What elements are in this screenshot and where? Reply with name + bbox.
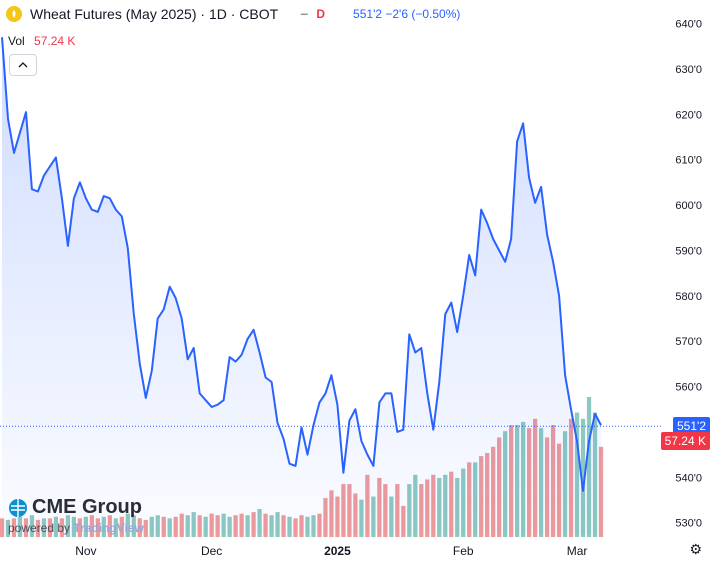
delay-badge: D [316, 7, 326, 21]
volume-tag: 57.24 K [660, 432, 710, 450]
y-tick-label: 540'0 [675, 472, 702, 484]
logo-name: CME Group [32, 496, 142, 518]
last-price-tag: 551'2 [673, 417, 710, 436]
price-axis[interactable]: 530'0540'0550'0560'0570'0580'0590'0600'0… [675, 19, 702, 530]
volume-bar [580, 418, 586, 537]
tradingview-label: TradingView [73, 521, 144, 535]
collapse-legend-button[interactable] [9, 54, 37, 76]
x-tick-label: Feb [453, 544, 474, 558]
symbol-title[interactable]: Wheat Futures (May 2025) · 1D · CBOT [30, 6, 279, 22]
powered-by-label: powered by [8, 521, 71, 535]
y-tick-label: 600'0 [675, 200, 702, 212]
y-tick-label: 640'0 [675, 19, 702, 31]
volume-legend: Vol 57.24 K [8, 34, 75, 48]
y-tick-label: 620'0 [675, 109, 702, 121]
price-area [2, 37, 601, 534]
time-axis[interactable]: Nov Dec 2025 Feb Mar [75, 544, 587, 558]
y-tick-label: 590'0 [675, 245, 702, 257]
wheat-icon [6, 6, 22, 22]
y-tick-label: 560'0 [675, 382, 702, 394]
price-line [1, 37, 602, 492]
settings-icon[interactable]: ⚙ [689, 541, 702, 557]
y-tick-label: 630'0 [675, 64, 702, 76]
minus-icon[interactable]: − [300, 6, 309, 22]
volume-value: 57.24 K [34, 34, 76, 48]
chevron-up-icon [18, 62, 28, 68]
y-tick-label: 530'0 [675, 518, 702, 530]
x-tick-label: Mar [567, 544, 588, 558]
y-tick-label: 570'0 [675, 336, 702, 348]
y-tick-label: 610'0 [675, 155, 702, 167]
x-tick-label: 2025 [324, 544, 351, 558]
x-tick-label: Nov [75, 544, 96, 558]
cme-globe-icon [9, 498, 27, 517]
chart-header: Wheat Futures (May 2025) · 1D · CBOT − D… [6, 6, 460, 22]
volume-label: Vol [8, 34, 25, 48]
x-tick-label: Dec [201, 544, 222, 558]
cme-logo[interactable]: CME Group powered by TradingView [8, 496, 144, 535]
y-tick-label: 580'0 [675, 291, 702, 303]
price-quote: 551'2 −2'6 (−0.50%) [353, 7, 461, 21]
